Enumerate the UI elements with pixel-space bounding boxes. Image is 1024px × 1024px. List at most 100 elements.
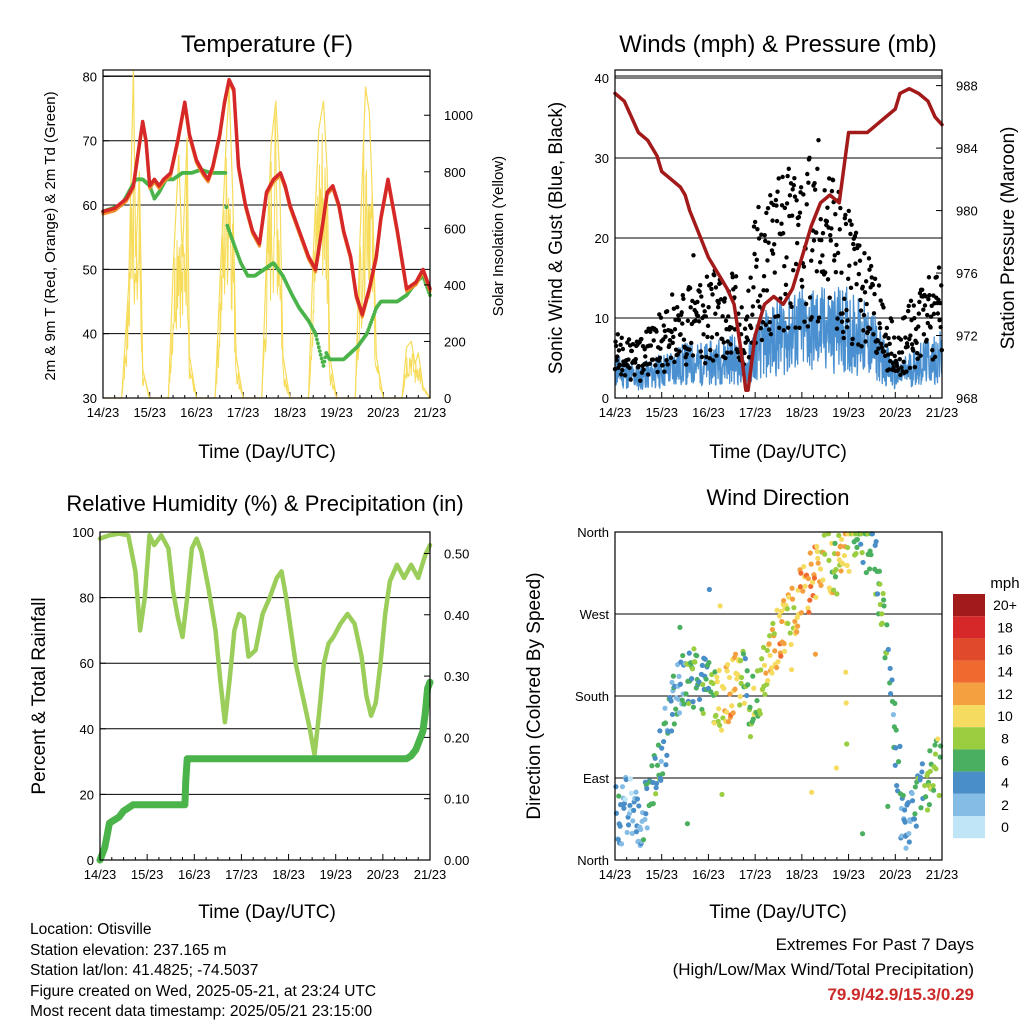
- gust-point: [763, 322, 768, 328]
- gust-point: [843, 212, 848, 218]
- gust-point: [883, 332, 888, 337]
- gust-point: [779, 203, 785, 208]
- wind-xlabel: Time (Day/UTC): [709, 442, 847, 463]
- gust-point: [642, 347, 647, 352]
- gust-point: [761, 288, 766, 293]
- gust-point: [684, 352, 689, 357]
- gust-point: [816, 137, 821, 143]
- direction-point: [813, 594, 819, 600]
- direction-point: [834, 591, 840, 597]
- gust-point: [887, 341, 892, 347]
- gust-point: [847, 218, 853, 223]
- direction-point: [644, 825, 650, 831]
- x-tick-label: 21/23: [414, 405, 447, 420]
- direction-point: [801, 563, 807, 570]
- direction-point: [902, 819, 908, 825]
- gust-point: [803, 301, 809, 307]
- gust-point: [726, 314, 731, 319]
- gust-point: [911, 348, 916, 353]
- gust-point: [724, 350, 730, 355]
- gust-point: [696, 319, 702, 324]
- direction-point: [844, 562, 850, 569]
- direction-point: [906, 830, 912, 837]
- direction-point: [838, 536, 845, 542]
- direction-point: [744, 692, 750, 699]
- direction-point: [835, 551, 841, 557]
- plot-area: [103, 70, 430, 398]
- gust-point: [620, 346, 626, 352]
- gust-point: [716, 300, 721, 306]
- direction-point: [708, 689, 714, 695]
- gust-point: [868, 263, 874, 269]
- gust-point: [759, 337, 765, 343]
- direction-point: [927, 768, 933, 774]
- gust-point: [667, 337, 673, 343]
- gust-point: [663, 334, 668, 339]
- gust-point: [797, 210, 803, 215]
- x-tick-label: 14/23: [84, 867, 117, 882]
- gust-point: [746, 288, 751, 293]
- wind-direction-title: Wind Direction: [706, 485, 849, 510]
- direction-point: [758, 667, 764, 673]
- temperature-2m-line: [101, 77, 432, 317]
- gust-point: [789, 213, 795, 218]
- direction-point: [718, 727, 725, 733]
- direction-point: [738, 658, 744, 664]
- gust-point: [830, 177, 836, 183]
- gust-point: [824, 219, 830, 224]
- direction-point: [911, 816, 918, 822]
- gust-point: [902, 315, 908, 320]
- gust-point: [791, 183, 797, 188]
- direction-point: [754, 697, 760, 704]
- gust-point: [911, 303, 916, 308]
- direction-point: [689, 666, 696, 672]
- gust-point: [770, 251, 776, 256]
- gust-point: [853, 261, 858, 266]
- gust-point: [799, 277, 804, 283]
- direction-point: [747, 734, 754, 740]
- gust-point: [921, 332, 927, 337]
- y2-tick-label: 800: [444, 165, 466, 180]
- x-tick-label: 19/23: [319, 867, 352, 882]
- legend-label: 16: [997, 642, 1013, 658]
- gust-point: [797, 325, 802, 330]
- direction-point: [653, 785, 659, 791]
- gust-point: [673, 347, 679, 352]
- direction-point: [859, 831, 866, 837]
- gust-point: [680, 321, 685, 326]
- direction-point: [843, 700, 849, 706]
- direction-point: [810, 579, 816, 585]
- y-tick-label: 40: [595, 71, 609, 86]
- dewpoint-point: [315, 337, 319, 342]
- direction-point: [628, 790, 634, 796]
- gust-point: [713, 311, 718, 316]
- gust-point: [866, 256, 872, 261]
- precipitation-line: [96, 678, 434, 864]
- direction-point: [887, 665, 893, 672]
- gust-point: [891, 335, 897, 340]
- legend-swatch: [953, 705, 985, 728]
- gust-point: [822, 188, 827, 193]
- gust-point: [826, 176, 832, 181]
- gust-point: [907, 365, 913, 371]
- gust-point: [800, 284, 805, 289]
- direction-point: [859, 550, 865, 556]
- x-tick-label: 20/23: [367, 867, 400, 882]
- direction-point: [932, 742, 938, 748]
- gust-point: [881, 349, 887, 354]
- gust-point: [815, 166, 820, 171]
- direction-point: [808, 583, 814, 589]
- direction-point: [686, 700, 692, 707]
- gust-point: [871, 332, 876, 337]
- direction-point: [789, 596, 796, 602]
- gust-point: [927, 292, 932, 298]
- direction-point: [874, 591, 881, 597]
- gust-point: [645, 372, 651, 377]
- gust-point: [816, 315, 822, 320]
- gust-point: [669, 292, 675, 297]
- direction-point: [817, 566, 824, 572]
- y2-tick-label: 972: [956, 329, 978, 344]
- gust-point: [801, 264, 807, 269]
- direction-point: [846, 568, 852, 574]
- direction-point: [662, 705, 668, 711]
